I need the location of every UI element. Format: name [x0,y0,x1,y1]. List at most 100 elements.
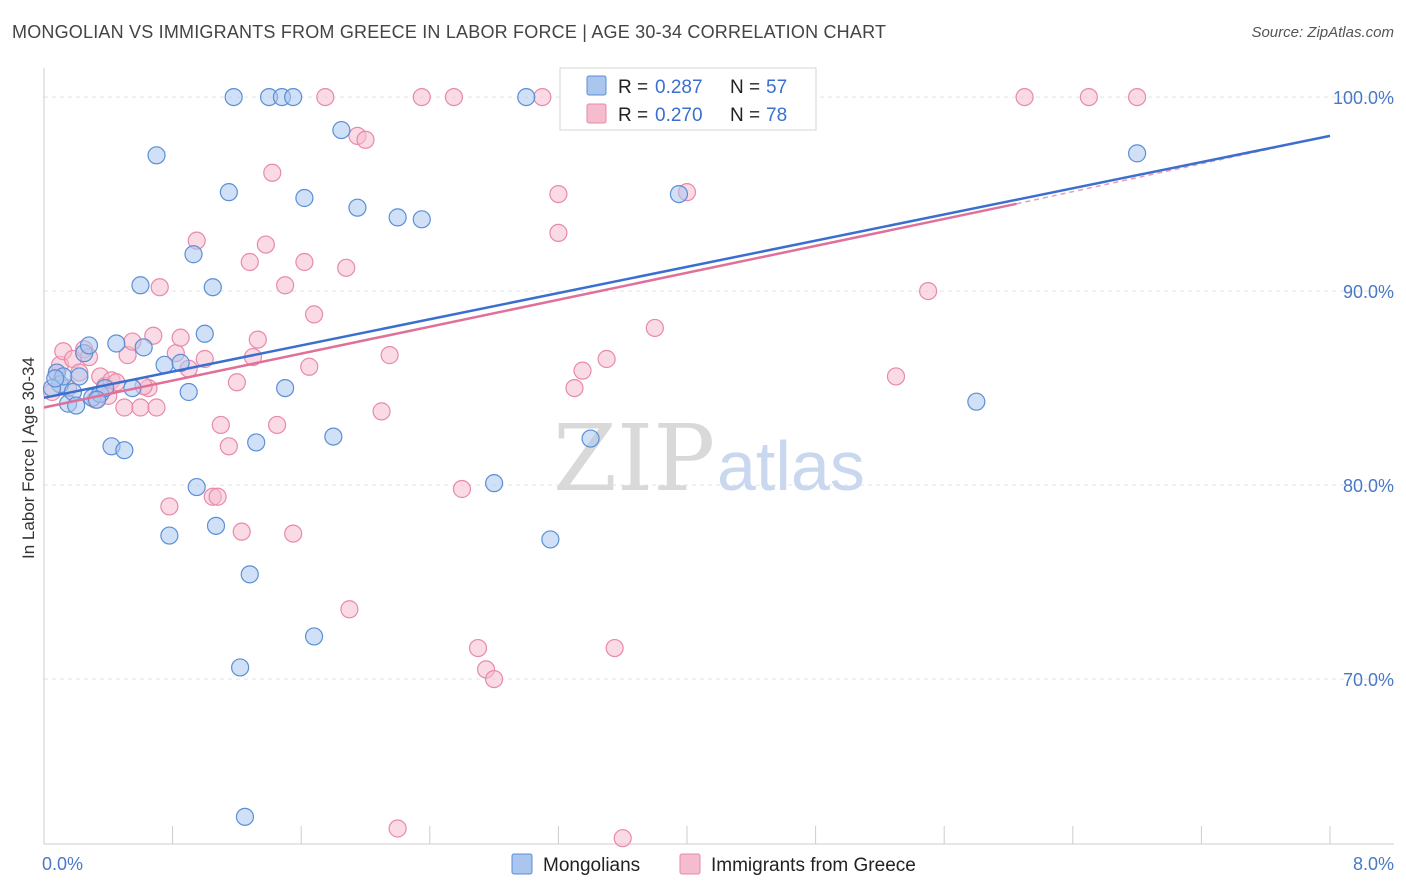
series-legend-swatch-mongolians [511,853,533,875]
series-mongolians-points [42,87,1147,826]
gridlines [44,96,1394,680]
greece-point-14 [115,398,134,417]
mongolians-point-37 [284,87,303,107]
series-legend-label-greece: Immigrants from Greece [711,855,916,876]
mongolians-point-52 [967,392,986,411]
mongolians-point-54 [46,369,65,388]
mongolians-point-14 [115,441,134,460]
trendlines [43,134,1331,409]
greece-point-45 [316,87,335,107]
source-label: Source: ZipAtlas.com [1251,24,1394,41]
mongolians-point-36 [276,379,295,398]
mongolians-point-46 [517,87,536,107]
mongolians-point-18 [147,146,166,165]
greece-point-62 [565,379,584,398]
legend-n-value-mongolians: 57 [766,77,787,98]
x-tick-label-min: 0.0% [42,854,83,874]
legend-swatch-mongolians [586,75,607,96]
greece-point-65 [605,638,624,658]
mongolians-point-38 [295,188,314,208]
greece-point-22 [160,497,179,516]
mongolians-point-48 [581,429,600,448]
greece-point-20 [147,398,166,417]
greece-point-47 [340,600,359,619]
greece-point-33 [232,522,251,541]
greece-point-64 [597,349,616,369]
mongolians-point-43 [388,208,407,227]
greece-point-74 [1079,87,1098,107]
greece-point-41 [284,524,303,543]
greece-trendline [43,202,1017,409]
y-tick-label-100: 100.0% [1333,88,1394,108]
greece-point-53 [412,87,431,107]
greece-point-31 [219,437,238,456]
mongolians-point-16 [131,276,150,295]
greece-point-60 [549,185,568,204]
mongolians-point-28 [219,183,238,202]
greece-point-39 [267,415,287,435]
greece-point-71 [886,367,906,386]
mongolians-point-42 [348,198,367,217]
legend-n-value-greece: 78 [766,105,787,126]
mongolians-point-6 [70,367,89,386]
mongolians-point-24 [187,477,206,497]
mongolians-point-31 [235,807,255,826]
greece-point-40 [276,276,295,295]
mongolians-point-41 [332,120,351,140]
greece-point-21 [150,278,169,297]
y-tick-label-70: 70.0% [1343,670,1394,690]
mongolians-point-25 [195,324,214,343]
mongolians-point-29 [224,87,243,107]
mongolians-point-33 [247,433,266,452]
mongolians-point-21 [171,353,190,372]
greece-point-30 [211,415,230,435]
greece-point-63 [573,361,592,380]
greece-point-24 [171,328,190,347]
greece-point-34 [240,252,259,272]
greece-point-44 [304,305,324,324]
legend-r-value-greece: 0.270 [655,105,703,126]
mongolians-point-23 [184,245,203,264]
greece-point-59 [533,87,552,107]
greece-point-19 [144,326,163,345]
greece-point-29 [208,487,227,506]
chart-title: MONGOLIAN VS IMMIGRANTS FROM GREECE IN L… [12,22,887,42]
greece-point-61 [549,223,568,242]
legend-r-label-greece: R = [618,105,648,126]
greece-point-36 [248,330,267,349]
mongolians-point-40 [324,427,343,446]
watermark-zip: ZIP [553,405,715,512]
y-tick-label-80: 80.0% [1343,476,1394,496]
mongolians-point-26 [203,278,222,297]
greece-point-38 [263,163,282,182]
greece-point-67 [645,318,664,338]
mongolians-point-30 [231,658,250,677]
greece-point-17 [131,398,150,417]
legend-swatch-greece [586,103,607,124]
greece-point-56 [468,638,488,658]
mongolians-point-47 [541,530,560,549]
watermark: ZIP atlas [553,405,865,512]
greece-point-43 [300,357,319,376]
x-ticks [172,826,1331,844]
greece-point-49 [356,130,375,149]
greece-point-46 [337,258,356,277]
greece-point-50 [372,402,391,421]
greece-point-72 [919,282,938,301]
mongolians-point-44 [412,210,431,229]
mongolians-point-22 [179,382,198,402]
greece-point-75 [1127,87,1147,107]
mongolians-point-27 [206,516,226,535]
greece-point-54 [444,87,464,107]
mongolians-point-13 [107,334,126,353]
x-tick-label-max: 8.0% [1353,854,1394,874]
greece-point-66 [613,829,632,848]
greece-point-73 [1015,87,1034,107]
greece-point-58 [485,669,504,689]
mongolians-point-8 [79,336,99,355]
y-tick-label-90: 90.0% [1343,282,1394,302]
series-legend: Mongolians Immigrants from Greece [511,853,916,876]
mongolians-point-39 [304,627,324,646]
mongolians-point-53 [1127,144,1147,163]
